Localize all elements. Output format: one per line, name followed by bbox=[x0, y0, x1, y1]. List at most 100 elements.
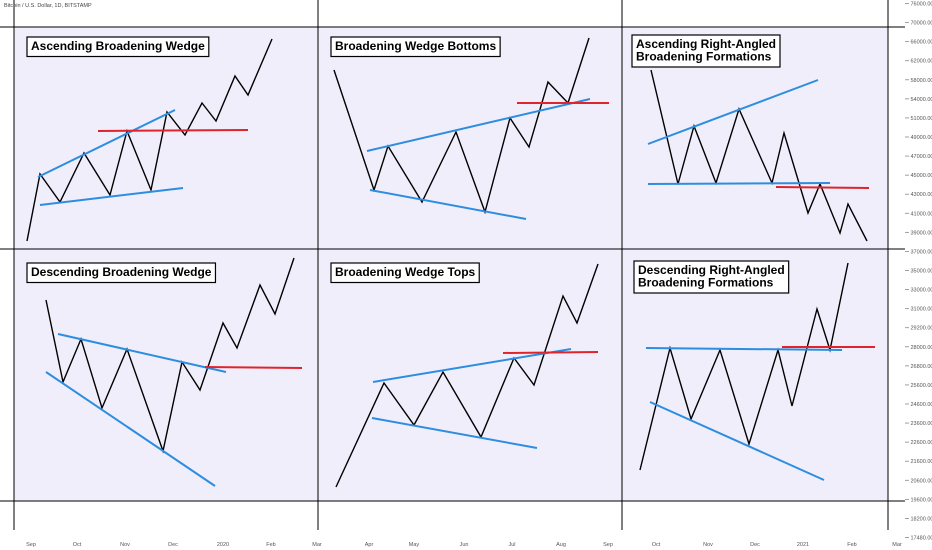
pattern-title-box: Ascending Broadening Wedge bbox=[26, 36, 210, 58]
time-tick-label: Nov bbox=[703, 542, 713, 548]
pattern-title-line: Broadening Wedge Bottoms bbox=[335, 39, 496, 53]
price-tick-label: 54000.00 bbox=[911, 97, 932, 103]
price-line bbox=[639, 262, 849, 471]
time-tick-label: Aug bbox=[556, 542, 566, 548]
trendline bbox=[645, 347, 843, 351]
time-tick-label: 2021 bbox=[797, 542, 809, 548]
time-tick-label: Nov bbox=[120, 542, 130, 548]
pattern-title-line: Broadening Wedge Tops bbox=[335, 265, 476, 279]
price-line bbox=[650, 69, 868, 242]
trendline bbox=[366, 98, 591, 152]
price-line bbox=[335, 263, 599, 488]
pattern-title-line: Broadening Formations bbox=[636, 50, 772, 64]
breakout-level-line bbox=[204, 366, 303, 369]
price-tick-label: 35000.00 bbox=[911, 269, 932, 275]
time-axis: Sep Oct Nov Dec 2020 Feb Mar Apr May Jun Jul Aug Sep… bbox=[26, 542, 902, 548]
pattern-title-line: Ascending Right-Angled bbox=[636, 37, 776, 51]
trendline bbox=[369, 189, 527, 220]
time-tick-label: Oct bbox=[652, 542, 661, 548]
time-tick-label: Dec bbox=[168, 542, 178, 548]
breakout-level-line bbox=[502, 351, 599, 354]
trendline bbox=[647, 79, 819, 145]
time-tick-label: Dec bbox=[750, 542, 760, 548]
price-tick-label: 41000.00 bbox=[911, 211, 932, 217]
price-axis: 76000.00 70000.00 66000.00 62000.00 58000.00… bbox=[905, 2, 932, 542]
title-box-frame bbox=[26, 36, 210, 58]
price-tick-label: 24600.00 bbox=[911, 402, 932, 408]
time-tick-label: May bbox=[409, 542, 420, 548]
trendline bbox=[57, 333, 227, 373]
trendline bbox=[39, 187, 184, 206]
price-tick-label: 51000.00 bbox=[911, 116, 932, 122]
time-tick-label: Feb bbox=[847, 542, 856, 548]
title-box-frame bbox=[631, 34, 781, 68]
price-tick-label: 25600.00 bbox=[911, 383, 932, 389]
price-tick-label: 47000.00 bbox=[911, 154, 932, 160]
pattern-title-box: Broadening Wedge Bottoms bbox=[330, 36, 501, 58]
price-tick-label: 21600.00 bbox=[911, 459, 932, 465]
pattern-title-line: Broadening Formations bbox=[638, 276, 774, 290]
price-tick-label: 37000.00 bbox=[911, 249, 932, 255]
time-tick-label: Jul bbox=[508, 542, 515, 548]
price-tick-label: 29200.00 bbox=[911, 326, 932, 332]
price-tick-label: 26800.00 bbox=[911, 364, 932, 370]
time-tick-label: Mar bbox=[312, 542, 322, 548]
time-tick-label: Sep bbox=[603, 542, 613, 548]
time-tick-label: Apr bbox=[365, 542, 374, 548]
price-tick-label: 33000.00 bbox=[911, 288, 932, 294]
time-tick-label: Mar bbox=[892, 542, 902, 548]
price-tick-label: 19600.00 bbox=[911, 497, 932, 503]
trendline bbox=[649, 401, 825, 481]
trendline bbox=[45, 371, 216, 487]
title-box-frame bbox=[633, 260, 790, 294]
symbol-header: Bitcoin / U.S. Dollar, 1D, BITSTAMP bbox=[4, 3, 92, 9]
time-tick-label: Oct bbox=[73, 542, 82, 548]
price-tick-label: 23600.00 bbox=[911, 421, 932, 427]
price-tick-label: 66000.00 bbox=[911, 40, 932, 46]
pattern-title-line: Descending Right-Angled bbox=[638, 263, 785, 277]
trendline bbox=[372, 348, 572, 383]
title-box-frame bbox=[26, 262, 217, 284]
panel-background bbox=[318, 249, 622, 501]
title-box-frame bbox=[330, 262, 480, 284]
time-tick-label: Feb bbox=[266, 542, 275, 548]
time-tick-label: Sep bbox=[26, 542, 36, 548]
price-tick-label: 39000.00 bbox=[911, 230, 932, 236]
pattern-title-line: Ascending Broadening Wedge bbox=[31, 39, 205, 53]
price-tick-label: 18200.00 bbox=[911, 516, 932, 522]
price-tick-label: 58000.00 bbox=[911, 78, 932, 84]
time-tick-label: Jun bbox=[460, 542, 469, 548]
trendline bbox=[371, 417, 538, 449]
pattern-title-box: Descending Broadening Wedge bbox=[26, 262, 217, 284]
price-tick-label: 17480.00 bbox=[911, 536, 932, 542]
title-box-frame bbox=[330, 36, 501, 58]
price-tick-label: 22600.00 bbox=[911, 440, 932, 446]
panel-background bbox=[14, 249, 318, 501]
price-tick-label: 28000.00 bbox=[911, 345, 932, 351]
grid-lines bbox=[0, 0, 905, 530]
time-tick-label: 2020 bbox=[217, 542, 229, 548]
pattern-titles: Ascending Broadening Wedge Broadening Wed… bbox=[26, 34, 790, 294]
price-tick-label: 43000.00 bbox=[911, 192, 932, 198]
price-tick-label: 20600.00 bbox=[911, 478, 932, 484]
price-tick-label: 45000.00 bbox=[911, 173, 932, 179]
price-tick-label: 31000.00 bbox=[911, 307, 932, 313]
breakout-level-line bbox=[97, 129, 249, 132]
trendline bbox=[37, 109, 176, 178]
price-tick-label: 76000.00 bbox=[911, 2, 932, 8]
panel-background bbox=[14, 27, 318, 249]
breakout-level-line bbox=[775, 186, 870, 189]
price-tick-label: 49000.00 bbox=[911, 135, 932, 141]
pattern-title-box: Broadening Wedge Tops bbox=[330, 262, 480, 284]
price-line bbox=[26, 38, 273, 242]
price-tick-label: 62000.00 bbox=[911, 59, 932, 65]
pattern-drawings bbox=[26, 37, 875, 488]
pattern-title-line: Descending Broadening Wedge bbox=[31, 265, 212, 279]
panel-background bbox=[318, 27, 622, 249]
trendline bbox=[647, 182, 831, 185]
price-tick-label: 70000.00 bbox=[911, 21, 932, 27]
